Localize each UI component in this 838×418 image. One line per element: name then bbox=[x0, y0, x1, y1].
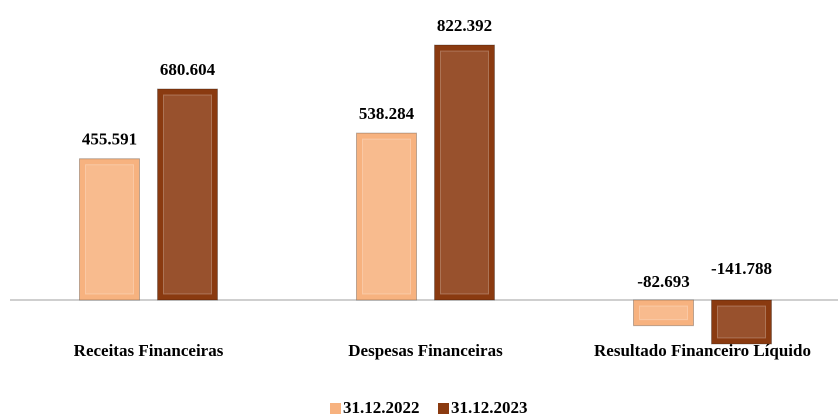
value-label: 822.392 bbox=[437, 16, 492, 35]
legend-label: 31.12.2023 bbox=[451, 398, 528, 417]
bar-bevel bbox=[362, 138, 411, 295]
legend-swatch bbox=[330, 403, 341, 414]
bar bbox=[79, 158, 140, 301]
bar-bevel bbox=[440, 50, 489, 295]
value-label: 538.284 bbox=[359, 104, 415, 123]
x-tick-label: Resultado Financeiro Líquido bbox=[594, 341, 811, 360]
x-tick-label: Despesas Financeiras bbox=[348, 341, 503, 360]
bar-bevel bbox=[639, 305, 688, 321]
bar-bevel bbox=[717, 305, 766, 339]
bar bbox=[711, 299, 772, 345]
bar-bevel bbox=[163, 94, 212, 295]
bar bbox=[356, 132, 417, 301]
value-label: 455.591 bbox=[82, 130, 137, 149]
bar bbox=[434, 44, 495, 301]
value-label: -141.788 bbox=[711, 259, 772, 278]
bar bbox=[157, 88, 218, 301]
value-label: 680.604 bbox=[160, 60, 216, 79]
value-label: -82.693 bbox=[637, 272, 689, 291]
legend-label: 31.12.2022 bbox=[343, 398, 420, 417]
x-tick-label: Receitas Financeiras bbox=[74, 341, 224, 360]
legend-swatch bbox=[438, 403, 449, 414]
bar bbox=[633, 299, 694, 327]
bar-bevel bbox=[85, 164, 134, 295]
